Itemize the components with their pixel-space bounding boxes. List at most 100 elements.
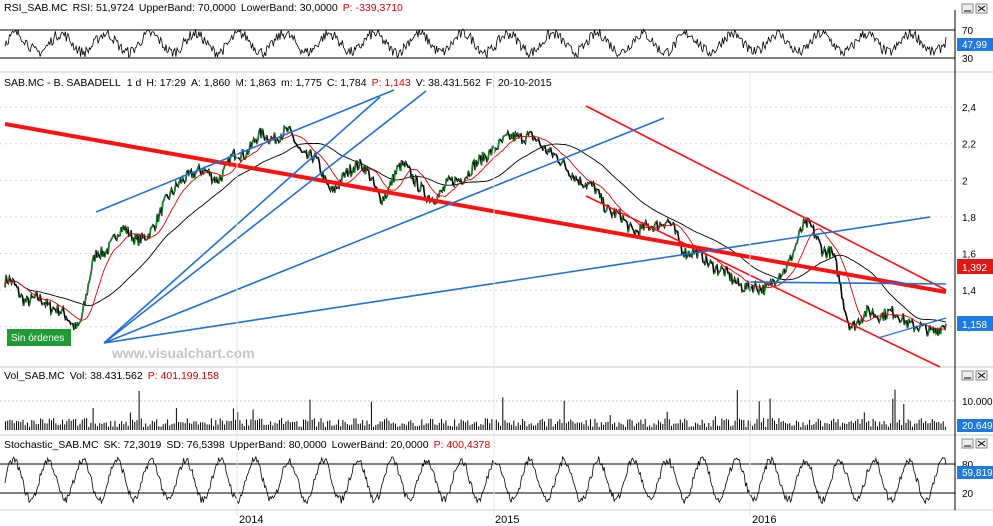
volume-bar [745,426,747,430]
volume-value-box [957,419,993,432]
minimize-icon[interactable] [961,370,974,381]
volume-bar [388,420,390,430]
volume-bar [370,401,372,430]
volume-bar [294,421,296,430]
volume-bar [359,423,361,430]
price-box-red [957,259,993,274]
volume-bar [462,420,464,430]
volume-bar [942,421,944,430]
volume-bar [432,419,434,430]
volume-bar [375,425,377,430]
volume-bar [822,426,824,430]
volume-bar [905,423,907,430]
volume-bar [29,426,31,430]
volume-bar [940,423,942,430]
volume-bar [366,420,368,430]
volume-bar [219,418,221,430]
volume-bar [42,419,44,430]
volume-bar [629,419,631,430]
volume-bar [697,423,699,430]
volume-bar [482,424,484,430]
volume-bar [272,425,274,430]
volume-bar [515,426,517,430]
volume-bar [756,419,758,430]
volume-bar [835,422,837,430]
trendline-red-channel-upper [585,105,947,291]
volume-bar [506,422,508,430]
volume-bar [419,425,421,430]
volume-bar [574,423,576,430]
volume-bar [349,425,350,430]
volume-bar [769,398,771,430]
volume-bar [552,426,554,430]
volume-bar [180,422,182,430]
volume-bar [386,418,388,430]
rsi-pane-controls[interactable] [961,3,988,14]
volume-bar [333,425,335,430]
volume-bar [473,422,475,430]
minimize-icon[interactable] [961,438,974,449]
volume-bar [443,423,445,430]
volume-bar [103,422,105,430]
volume-bar [568,421,570,430]
volume-bar [804,425,806,430]
volume-bar [522,419,524,430]
volume-bar [351,424,353,430]
volume-bar [154,421,155,430]
volume-bar [489,423,491,430]
volume-bar [379,421,381,430]
volume-bar [861,419,863,430]
volume-bar [171,423,173,430]
volume-bar [160,426,162,430]
no-orders-label[interactable]: Sin órdenes [11,333,64,344]
trendline-blue-fan-1 [103,90,427,344]
volume-bar [296,421,298,430]
price-box-blue-label: 1,158 [962,320,987,331]
volume-bar [642,423,644,430]
volume-bar [533,425,534,430]
volume-bar [859,423,861,430]
volume-bar [397,426,399,430]
volume-bar [213,426,215,430]
no-orders-badge[interactable] [7,329,71,346]
volume-bar [791,425,793,430]
volume-bar [616,426,618,430]
rsi-tick-70: 70 [962,26,974,37]
volume-bar [817,418,819,430]
volume-bar [636,423,637,430]
rsi-tick-30: 30 [962,54,974,65]
volume-bar [695,422,697,430]
volume-bar [342,420,344,430]
volume-bar [252,409,254,430]
volume-bar [622,424,624,430]
price-tick-label: 1,8 [962,213,976,224]
volume-bar [340,426,342,430]
volume-bar [850,420,852,430]
volume-pane-controls[interactable] [961,370,988,381]
volume-bar [167,419,169,430]
volume-bar [456,426,458,430]
volume-bar [598,426,600,430]
volume-bar [289,422,291,430]
volume-bar [250,419,252,430]
volume-bar [184,423,186,430]
minimize-icon[interactable] [961,3,974,14]
volume-bar [498,422,499,430]
volume-bar [16,421,17,430]
volume-bars [5,389,946,430]
volume-bar [546,426,548,430]
volume-bar [129,412,131,430]
volume-bar [224,424,226,430]
volume-bar [99,423,101,430]
volume-bar [430,418,431,430]
stochastic-pane-controls[interactable] [961,438,988,449]
volume-bar [644,418,646,430]
price-tick-label: 1,6 [962,250,976,261]
volume-bar [846,424,848,430]
volume-bar [638,422,640,430]
volume-bar [40,418,42,430]
trendline-blue-short [877,317,947,339]
volume-bar [182,422,184,430]
volume-bar [760,422,762,430]
